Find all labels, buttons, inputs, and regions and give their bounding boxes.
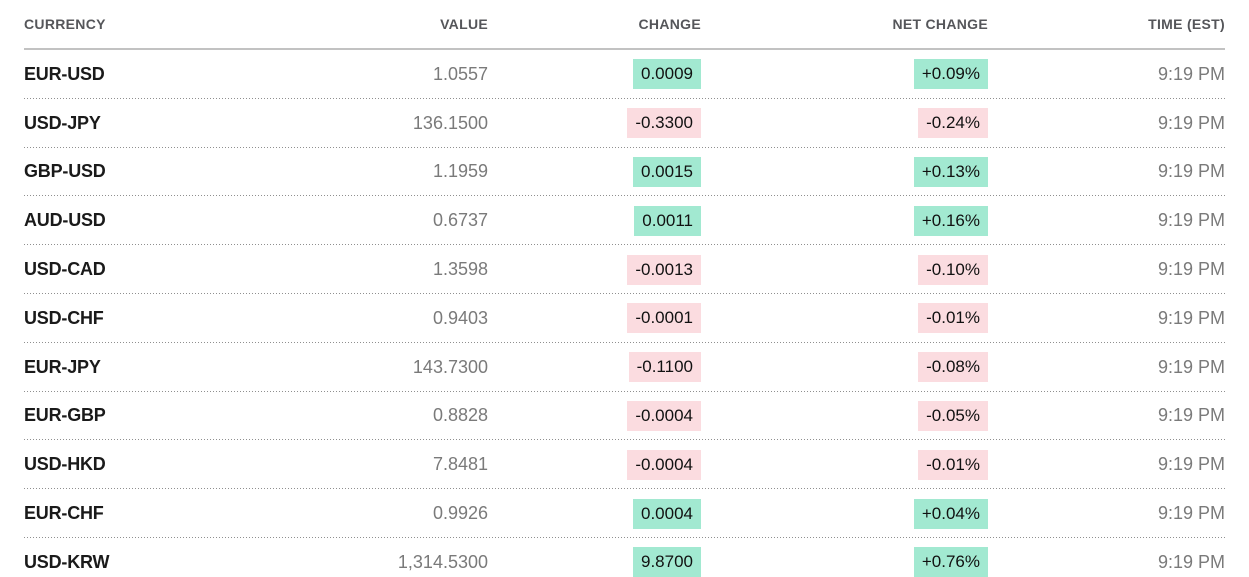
table-row: AUD-USD 0.6737 0.0011 +0.16% 9:19 PM bbox=[24, 196, 1225, 246]
col-header-currency: CURRENCY bbox=[24, 16, 106, 32]
currency-ticker[interactable]: USD-JPY bbox=[24, 112, 101, 133]
table-row: GBP-USD 1.1959 0.0015 +0.13% 9:19 PM bbox=[24, 147, 1225, 197]
col-header-value: VALUE bbox=[440, 16, 488, 32]
time-cell: 9:19 PM bbox=[1157, 112, 1225, 133]
value-cell: 143.7300 bbox=[412, 356, 488, 377]
currency-ticker[interactable]: USD-KRW bbox=[24, 551, 110, 572]
currency-ticker[interactable]: GBP-USD bbox=[24, 161, 106, 182]
change-badge: -0.0001 bbox=[627, 303, 701, 334]
table-row: EUR-JPY 143.7300 -0.1100 -0.08% 9:19 PM bbox=[24, 342, 1225, 392]
currency-ticker[interactable]: USD-CHF bbox=[24, 307, 104, 328]
time-cell: 9:19 PM bbox=[1157, 454, 1225, 475]
change-badge: -0.3300 bbox=[627, 108, 701, 139]
table-row: EUR-USD 1.0557 0.0009 +0.09% 9:19 PM bbox=[24, 50, 1225, 99]
net-change-badge: +0.76% bbox=[913, 547, 988, 577]
value-cell: 136.1500 bbox=[412, 112, 488, 133]
value-cell: 0.8828 bbox=[432, 405, 488, 426]
value-cell: 1.1959 bbox=[432, 161, 488, 182]
net-change-badge: +0.13% bbox=[913, 156, 988, 187]
value-cell: 1.3598 bbox=[432, 259, 488, 280]
currency-ticker[interactable]: EUR-GBP bbox=[24, 405, 106, 426]
time-cell: 9:19 PM bbox=[1157, 551, 1225, 572]
time-cell: 9:19 PM bbox=[1157, 307, 1225, 328]
change-badge: 0.0011 bbox=[634, 205, 701, 236]
net-change-badge: -0.10% bbox=[918, 254, 988, 285]
col-header-change: CHANGE bbox=[638, 16, 701, 32]
table-row: USD-HKD 7.8481 -0.0004 -0.01% 9:19 PM bbox=[24, 440, 1225, 490]
value-cell: 7.8481 bbox=[432, 454, 488, 475]
net-change-badge: -0.08% bbox=[918, 352, 988, 383]
value-cell: 1.0557 bbox=[432, 63, 488, 84]
change-badge: 0.0009 bbox=[633, 59, 701, 90]
time-cell: 9:19 PM bbox=[1157, 63, 1225, 84]
time-cell: 9:19 PM bbox=[1157, 161, 1225, 182]
change-badge: -0.1100 bbox=[628, 352, 701, 383]
table-row: USD-CHF 0.9403 -0.0001 -0.01% 9:19 PM bbox=[24, 293, 1225, 343]
net-change-badge: -0.24% bbox=[918, 108, 988, 139]
net-change-badge: -0.01% bbox=[918, 449, 988, 480]
time-cell: 9:19 PM bbox=[1157, 405, 1225, 426]
net-change-badge: -0.01% bbox=[918, 303, 988, 334]
value-cell: 0.9403 bbox=[432, 307, 488, 328]
table-row: EUR-CHF 0.9926 0.0004 +0.04% 9:19 PM bbox=[24, 489, 1225, 538]
change-badge: -0.0004 bbox=[627, 400, 701, 431]
net-change-badge: +0.09% bbox=[913, 59, 988, 90]
change-badge: -0.0013 bbox=[627, 254, 701, 285]
time-cell: 9:19 PM bbox=[1157, 356, 1225, 377]
currency-ticker[interactable]: EUR-USD bbox=[24, 63, 105, 84]
value-cell: 1,314.5300 bbox=[397, 551, 488, 572]
time-cell: 9:19 PM bbox=[1157, 259, 1225, 280]
table-row: USD-JPY 136.1500 -0.3300 -0.24% 9:19 PM bbox=[24, 98, 1225, 148]
change-badge: -0.0004 bbox=[627, 449, 701, 480]
net-change-badge: -0.05% bbox=[918, 400, 988, 431]
net-change-badge: +0.04% bbox=[913, 498, 988, 529]
table-row: USD-KRW 1,314.5300 9.8700 +0.76% 9:19 PM bbox=[24, 537, 1225, 577]
table-body: EUR-USD 1.0557 0.0009 +0.09% 9:19 PM USD… bbox=[24, 50, 1225, 577]
table-row: USD-CAD 1.3598 -0.0013 -0.10% 9:19 PM bbox=[24, 245, 1225, 294]
value-cell: 0.6737 bbox=[432, 210, 488, 231]
currency-ticker[interactable]: USD-HKD bbox=[24, 454, 106, 475]
change-badge: 0.0015 bbox=[633, 156, 701, 187]
table-header-row: CURRENCY VALUE CHANGE NET CHANGE TIME (E… bbox=[24, 0, 1225, 50]
change-badge: 0.0004 bbox=[633, 498, 701, 529]
currency-ticker[interactable]: USD-CAD bbox=[24, 259, 106, 280]
value-cell: 0.9926 bbox=[432, 503, 488, 524]
net-change-badge: +0.16% bbox=[913, 205, 988, 236]
table-row: EUR-GBP 0.8828 -0.0004 -0.05% 9:19 PM bbox=[24, 391, 1225, 441]
time-cell: 9:19 PM bbox=[1157, 210, 1225, 231]
currency-ticker[interactable]: EUR-CHF bbox=[24, 503, 104, 524]
col-header-net-change: NET CHANGE bbox=[892, 16, 988, 32]
change-badge: 9.8700 bbox=[633, 547, 701, 577]
currency-ticker[interactable]: AUD-USD bbox=[24, 210, 106, 231]
currency-ticker[interactable]: EUR-JPY bbox=[24, 356, 101, 377]
col-header-time-est: TIME (EST) bbox=[1148, 16, 1225, 32]
time-cell: 9:19 PM bbox=[1157, 503, 1225, 524]
